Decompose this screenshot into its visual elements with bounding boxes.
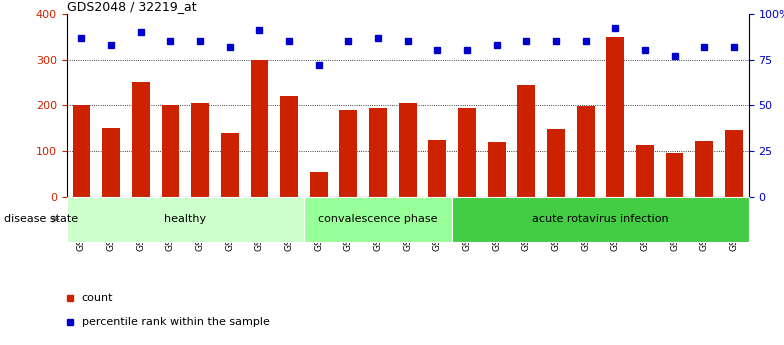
Bar (517, 85, 535, 197)
Text: acute rotavirus infection: acute rotavirus infection (532, 214, 669, 224)
Text: disease state: disease state (4, 214, 78, 224)
Bar (132, 82, 150, 197)
Bar (73, 105, 90, 197)
Bar (488, 142, 506, 197)
Bar (162, 105, 180, 197)
Text: percentile rank within the sample: percentile rank within the sample (82, 317, 270, 327)
Bar (458, 108, 476, 197)
Bar (191, 103, 209, 197)
Bar (577, 106, 594, 197)
Text: count: count (82, 293, 113, 303)
Bar (428, 139, 446, 197)
Bar (102, 128, 120, 197)
Text: healthy: healthy (164, 214, 206, 224)
Bar (725, 130, 742, 197)
Bar (666, 153, 684, 197)
Bar (67, 197, 304, 241)
Bar (399, 103, 416, 197)
Bar (339, 110, 358, 197)
Bar (695, 141, 713, 197)
Text: convalescence phase: convalescence phase (318, 214, 437, 224)
Bar (280, 96, 298, 197)
Bar (452, 197, 749, 241)
Bar (636, 146, 654, 197)
Bar (606, 37, 624, 197)
Bar (221, 132, 238, 197)
Text: GDS2048 / 32219_at: GDS2048 / 32219_at (67, 0, 196, 13)
Bar (369, 108, 387, 197)
Bar (304, 197, 452, 241)
Bar (547, 129, 564, 197)
Bar (310, 171, 328, 197)
Bar (251, 60, 268, 197)
